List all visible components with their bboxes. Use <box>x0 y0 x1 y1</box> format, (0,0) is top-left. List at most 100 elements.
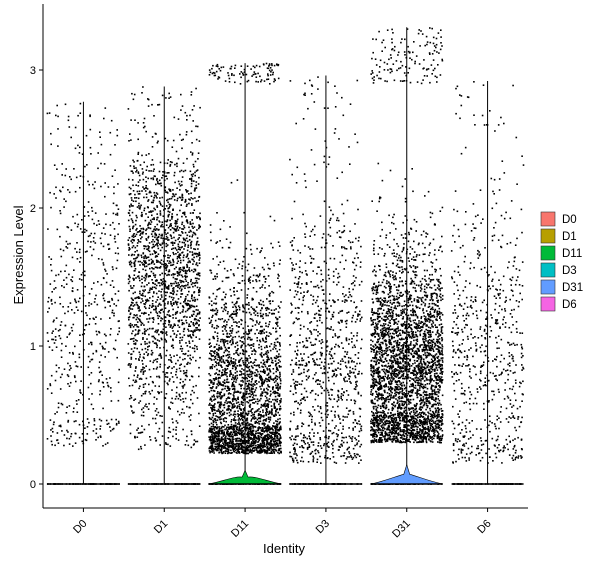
point <box>64 103 67 106</box>
point <box>107 243 110 246</box>
point <box>189 221 192 223</box>
point <box>259 420 262 423</box>
point <box>230 409 232 412</box>
point <box>213 72 216 74</box>
point <box>239 83 242 85</box>
point <box>55 197 57 199</box>
point <box>50 132 52 135</box>
point <box>257 434 259 437</box>
point <box>131 235 133 238</box>
point <box>161 223 163 226</box>
point <box>264 438 266 441</box>
point <box>152 177 154 179</box>
point <box>277 311 280 313</box>
point <box>172 273 174 275</box>
point <box>255 364 258 367</box>
point <box>153 274 155 277</box>
point <box>168 324 170 326</box>
point <box>236 290 238 292</box>
point <box>223 393 226 395</box>
point <box>50 298 53 301</box>
point <box>188 270 191 273</box>
point <box>161 94 164 97</box>
point <box>141 322 144 325</box>
point <box>152 335 155 338</box>
point <box>214 356 216 358</box>
point <box>237 430 240 432</box>
point <box>154 308 157 311</box>
point <box>137 318 140 320</box>
point <box>184 287 186 289</box>
point <box>132 412 134 414</box>
point <box>261 356 263 358</box>
point <box>251 307 254 310</box>
point <box>236 349 239 352</box>
point <box>254 439 257 442</box>
point <box>214 346 216 348</box>
point <box>164 320 167 322</box>
point <box>196 440 199 443</box>
point <box>127 316 130 319</box>
point <box>250 423 253 426</box>
point <box>148 153 150 155</box>
point <box>229 241 232 244</box>
point <box>138 378 141 380</box>
point <box>172 193 174 195</box>
point <box>269 442 272 444</box>
point <box>220 418 222 420</box>
point <box>261 337 264 340</box>
point <box>169 292 172 294</box>
point <box>229 432 231 434</box>
point <box>249 429 252 431</box>
point <box>53 342 56 344</box>
point <box>64 174 67 177</box>
point <box>247 442 249 445</box>
point <box>180 204 182 206</box>
point <box>162 311 165 313</box>
point <box>148 341 151 344</box>
point <box>151 335 153 338</box>
point <box>270 343 273 345</box>
point <box>179 185 182 187</box>
point <box>229 427 232 430</box>
point <box>154 232 156 235</box>
point <box>213 426 216 428</box>
point <box>262 366 264 368</box>
point <box>166 291 168 294</box>
point <box>183 241 185 244</box>
point <box>156 177 158 180</box>
point <box>230 413 232 416</box>
point <box>166 372 169 374</box>
point <box>174 163 176 166</box>
point <box>192 334 195 337</box>
point <box>268 368 271 370</box>
point <box>167 437 170 439</box>
point <box>268 321 271 323</box>
point <box>259 436 261 438</box>
point <box>185 369 188 372</box>
point <box>195 170 198 172</box>
point <box>177 251 179 254</box>
point <box>169 431 172 433</box>
point <box>231 405 234 408</box>
point <box>153 228 155 231</box>
point <box>268 293 271 296</box>
point <box>234 368 237 371</box>
point <box>145 301 147 304</box>
point <box>146 354 149 357</box>
point <box>224 309 227 312</box>
point <box>231 325 233 327</box>
point <box>129 308 132 310</box>
point <box>150 177 152 180</box>
point <box>167 254 169 256</box>
point <box>57 128 59 130</box>
point <box>234 419 236 422</box>
point <box>190 398 192 401</box>
point <box>259 75 261 78</box>
point <box>88 293 91 295</box>
point <box>107 385 110 388</box>
point <box>275 427 277 430</box>
point <box>237 410 239 412</box>
point <box>102 347 104 349</box>
point <box>115 418 117 421</box>
